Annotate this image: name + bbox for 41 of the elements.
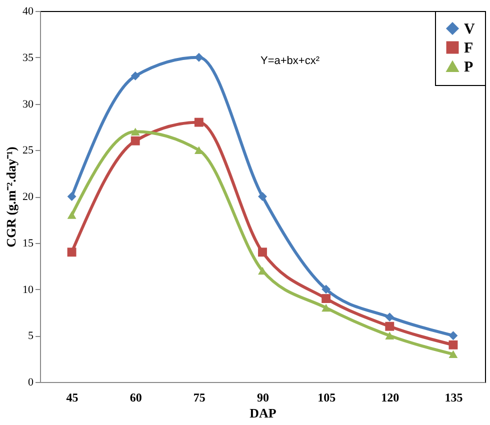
y-tick-label: 10 [22, 284, 34, 296]
x-tick-label: 120 [381, 390, 400, 404]
legend-label: F [464, 40, 474, 56]
point [322, 294, 331, 303]
legend-label: V [464, 22, 475, 38]
x-tick-label: 90 [257, 390, 269, 404]
y-tick-label: 25 [22, 144, 34, 157]
point [67, 192, 76, 201]
point [322, 284, 331, 294]
point [322, 304, 331, 312]
y-tick-label: 0 [28, 376, 34, 388]
point [130, 128, 140, 136]
point [67, 211, 76, 219]
point [448, 331, 458, 340]
y-tick-label: 20 [22, 191, 34, 203]
y-tick-label: 30 [22, 98, 34, 110]
x-tick-label: 75 [193, 390, 206, 404]
point [385, 312, 394, 322]
y-axis-title: CGR (g.m⁻².day⁻¹) [4, 146, 18, 248]
x-tick-label: 105 [318, 390, 336, 404]
annotation: Y=a+bx+cx² [260, 55, 320, 67]
point [194, 118, 204, 127]
y-tick-label: 5 [28, 330, 34, 342]
legend-label: P [464, 60, 474, 76]
x-tick-label: 60 [130, 390, 142, 404]
point [385, 332, 394, 340]
point [130, 71, 140, 80]
point [258, 248, 267, 257]
point [448, 350, 458, 358]
point [67, 248, 76, 257]
point [448, 340, 458, 350]
y-tick-label: 35 [22, 52, 34, 64]
x-tick-label: 45 [66, 390, 78, 404]
point [385, 322, 394, 331]
y-tick-label: 15 [22, 237, 34, 250]
x-tick-label: 135 [444, 390, 463, 404]
point [258, 192, 267, 201]
y-tick-label: 40 [22, 6, 34, 18]
x-axis-title: DAP [250, 406, 276, 420]
point [258, 266, 267, 275]
point [130, 136, 140, 146]
